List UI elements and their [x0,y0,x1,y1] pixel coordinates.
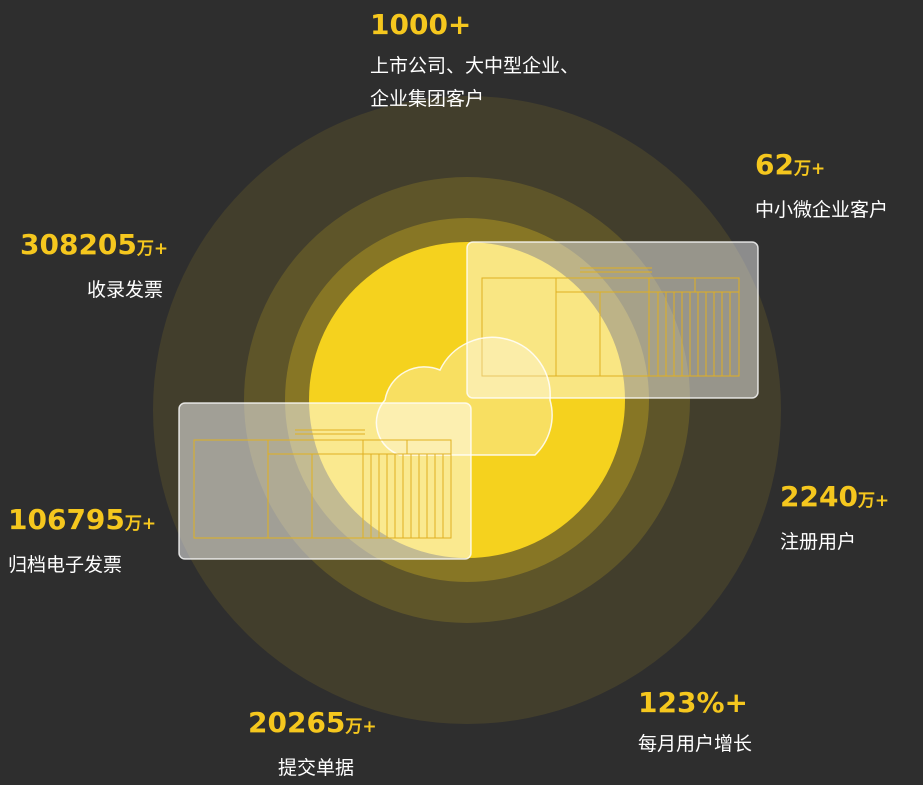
stat-value: 2240万+ [780,480,889,518]
graphic [0,0,923,782]
stat: 62万+ 中小微企业客户 [755,148,888,227]
stat-label: 注册用户 [780,526,889,559]
stat-value: 1000+ [370,8,579,42]
stat-label: 每月用户增长 [638,728,752,761]
stat: 2240万+ 注册用户 [780,480,889,559]
value: 20265 [248,706,345,739]
value: 123%+ [638,686,748,719]
stat-label: 收录发票 [20,274,163,307]
stat: 123%+ 每月用户增长 [638,686,752,761]
label-line: 企业集团客户 [370,83,579,116]
label-line: 收录发票 [20,274,163,307]
infographic: 1000+上市公司、大中型企业、企业集团客户62万+中小微企业客户308205万… [0,0,923,782]
stat-value: 106795万+ [8,503,156,541]
value: 62 [755,148,794,181]
stat-label: 中小微企业客户 [755,194,888,227]
stat-label: 归档电子发票 [8,549,156,582]
unit: 万+ [345,717,376,737]
stat-value: 308205万+ [20,228,163,266]
card [179,403,471,559]
stat: 106795万+ 归档电子发票 [8,503,156,582]
unit: 万+ [858,491,889,511]
unit: 万+ [137,239,168,259]
stat: 1000+ 上市公司、大中型企业、企业集团客户 [370,8,579,116]
value: 2240 [780,480,858,513]
value: 1000+ [370,8,471,41]
value: 308205 [20,228,137,261]
stat-label: 提交单据 [248,752,375,785]
label-line: 每月用户增长 [638,728,752,761]
stat: 20265万+ 提交单据 [248,706,375,785]
label-line: 上市公司、大中型企业、 [370,50,579,83]
stat-label: 上市公司、大中型企业、企业集团客户 [370,50,579,116]
stat: 308205万+ 收录发票 [20,228,163,307]
unit: 万+ [125,514,156,534]
stat-value: 20265万+ [248,706,375,744]
unit: 万+ [794,159,825,179]
stat-value: 62万+ [755,148,888,186]
label-line: 注册用户 [780,526,889,559]
stat-value: 123%+ [638,686,752,720]
value: 106795 [8,503,125,536]
label-line: 提交单据 [278,752,375,785]
label-line: 归档电子发票 [8,549,156,582]
label-line: 中小微企业客户 [755,194,888,227]
